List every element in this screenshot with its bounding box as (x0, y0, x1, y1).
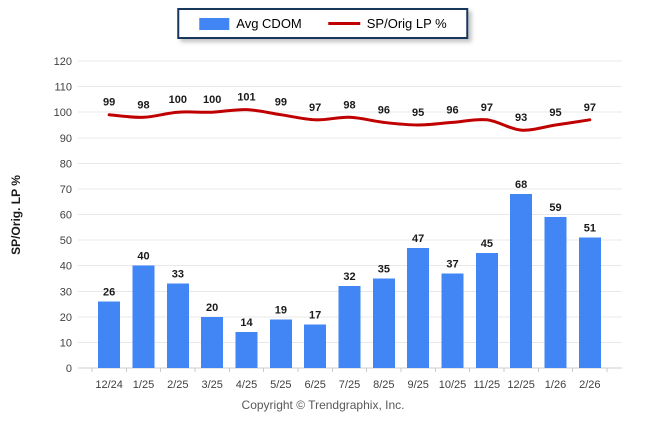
copyright-text: Copyright © Trendgraphix, Inc. (241, 398, 405, 412)
x-tick-label: 2/26 (579, 379, 600, 391)
bar (475, 252, 498, 368)
line-swatch-icon (327, 22, 360, 25)
x-tick-label: 1/25 (133, 379, 154, 391)
line-value-label: 98 (343, 99, 355, 111)
bar (269, 319, 292, 368)
line-value-label: 93 (515, 112, 527, 124)
bar (132, 265, 155, 368)
x-tick-label: 9/25 (407, 379, 428, 391)
bar-value-label: 19 (275, 304, 287, 316)
y-tick-label: 80 (60, 158, 72, 170)
bar (235, 332, 258, 368)
x-tick-label: 5/25 (270, 379, 291, 391)
bar-value-label: 35 (378, 263, 390, 275)
trend-line (107, 108, 592, 132)
x-tick-label: 12/24 (95, 379, 123, 391)
bar (98, 301, 121, 368)
line-value-label: 97 (481, 102, 493, 114)
line-value-label: 97 (584, 102, 596, 114)
bar-value-label: 17 (309, 310, 321, 322)
line-value-label: 99 (103, 97, 115, 109)
line-value-label: 100 (203, 94, 221, 106)
y-tick-label: 90 (60, 133, 72, 145)
bar (510, 194, 533, 368)
y-tick-label: 0 (66, 363, 72, 375)
x-tick-label: 4/25 (236, 379, 257, 391)
x-tick-label: 1/26 (545, 379, 566, 391)
line-value-label: 96 (446, 104, 458, 116)
chart-legend: Avg CDOM SP/Orig LP % (177, 8, 469, 39)
bar-value-label: 59 (549, 202, 561, 214)
x-tick-label: 6/25 (304, 379, 325, 391)
x-tick-label: 2/25 (167, 379, 188, 391)
y-tick-label: 50 (60, 235, 72, 247)
y-tick-label: 110 (54, 82, 72, 94)
bar (304, 324, 327, 368)
y-tick-label: 60 (60, 210, 72, 222)
x-tick-label: 8/25 (373, 379, 394, 391)
y-tick-label: 20 (60, 312, 72, 324)
x-tick-label: 3/25 (201, 379, 222, 391)
bar-value-label: 40 (137, 251, 149, 263)
bar-value-label: 32 (343, 271, 355, 283)
bar (201, 316, 224, 368)
line-value-label: 95 (549, 107, 561, 119)
x-tick-label: 12/25 (507, 379, 535, 391)
legend-item-sp-orig-lp: SP/Orig LP % (327, 16, 447, 31)
y-tick-label: 40 (60, 261, 72, 273)
line-value-label: 101 (237, 92, 255, 104)
bar (407, 247, 430, 368)
line-value-label: 99 (275, 97, 287, 109)
bar-value-label: 26 (103, 286, 115, 298)
bar (578, 237, 601, 368)
bar-value-label: 14 (240, 317, 253, 329)
bar-value-label: 68 (515, 179, 527, 191)
line-value-label: 95 (412, 107, 424, 119)
bar-value-label: 51 (584, 223, 596, 235)
y-tick-label: 100 (54, 107, 72, 119)
legend-label-sp-orig-lp: SP/Orig LP % (366, 16, 447, 31)
line-value-label: 98 (137, 99, 149, 111)
bar (372, 278, 395, 368)
y-tick-label: 10 (60, 337, 72, 349)
y-tick-label: 120 (54, 56, 72, 68)
bar (441, 273, 464, 368)
x-tick-label: 10/25 (439, 379, 467, 391)
bar-value-label: 47 (412, 233, 424, 245)
line-value-label: 100 (169, 94, 187, 106)
legend-item-avg-cdom: Avg CDOM (199, 16, 302, 31)
bar-value-label: 45 (481, 238, 493, 250)
legend-label-avg-cdom: Avg CDOM (236, 16, 302, 31)
bar-value-label: 37 (446, 258, 458, 270)
bar (338, 286, 361, 368)
bar-value-label: 20 (206, 302, 218, 314)
bar (544, 217, 567, 368)
y-tick-label: 30 (60, 286, 72, 298)
x-tick-label: 11/25 (473, 379, 500, 391)
y-tick-label: 70 (60, 184, 72, 196)
bar-value-label: 33 (172, 269, 184, 281)
x-tick-label: 7/25 (339, 379, 360, 391)
bar (166, 283, 189, 368)
line-value-label: 96 (378, 104, 390, 116)
line-value-label: 97 (309, 102, 321, 114)
bar-swatch-icon (199, 17, 230, 30)
